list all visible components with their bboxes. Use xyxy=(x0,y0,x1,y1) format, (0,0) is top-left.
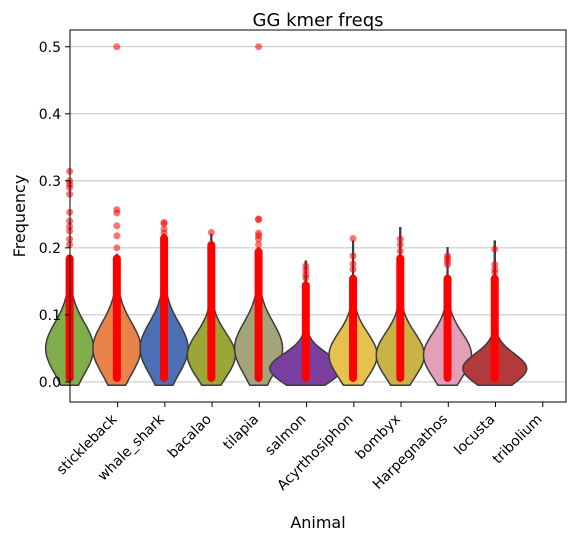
outlier-point xyxy=(160,234,168,242)
chart-title: GG kmer freqs xyxy=(253,10,384,31)
outlier-point xyxy=(113,209,121,217)
outlier-point xyxy=(160,220,168,228)
outlier-point xyxy=(349,252,357,260)
outlier-point xyxy=(255,235,263,243)
y-tick-label: 0.4 xyxy=(39,107,61,123)
outlier-point xyxy=(349,234,357,242)
dense-points-band xyxy=(443,274,452,382)
plot-frame xyxy=(69,29,567,403)
x-tick-label: bacalao xyxy=(165,412,215,462)
y-axis-label: Frequency xyxy=(10,175,29,258)
y-axis: 0.0 0.1 0.2 0.3 0.4 0.5 xyxy=(39,40,70,391)
y-tick-label: 0.5 xyxy=(39,40,61,56)
y-tick-label: 0.3 xyxy=(39,174,61,190)
outlier-point xyxy=(302,274,310,282)
outlier-point xyxy=(255,240,263,248)
dense-points-band xyxy=(112,254,121,382)
outlier-point xyxy=(349,265,357,273)
y-tick-label: 0.0 xyxy=(39,375,61,391)
outlier-point xyxy=(113,43,121,51)
outlier-point xyxy=(396,247,404,255)
dense-points-band xyxy=(160,234,169,382)
outlier-point xyxy=(207,242,215,250)
x-tick-label: salmon xyxy=(262,412,309,459)
outlier-point xyxy=(396,235,404,243)
outlier-point xyxy=(349,260,357,268)
dense-points-band xyxy=(396,254,405,382)
dense-points-band xyxy=(301,281,310,382)
outlier-point xyxy=(396,240,404,248)
outlier-point xyxy=(207,228,215,236)
dense-points-band xyxy=(490,274,499,382)
scatter-points xyxy=(65,43,499,382)
x-tick-label: tribolium xyxy=(490,412,546,468)
outlier-point xyxy=(207,247,215,255)
outlier-point xyxy=(255,43,263,51)
outlier-point xyxy=(491,269,499,277)
outlier-point xyxy=(113,244,121,252)
x-tick-label: tilapia xyxy=(220,412,262,454)
dense-points-band xyxy=(207,241,216,382)
x-tick-label: locusta xyxy=(451,412,498,459)
outlier-point xyxy=(113,232,121,240)
outlier-point xyxy=(255,216,263,224)
dense-points-band xyxy=(254,247,263,382)
outlier-point xyxy=(444,261,452,269)
y-tick-label: 0.2 xyxy=(39,241,61,257)
x-axis-label: Animal xyxy=(290,513,345,532)
dense-points-band xyxy=(349,274,358,382)
outlier-point xyxy=(113,222,121,230)
y-tick-label: 0.1 xyxy=(39,308,61,324)
outlier-point xyxy=(491,245,499,253)
